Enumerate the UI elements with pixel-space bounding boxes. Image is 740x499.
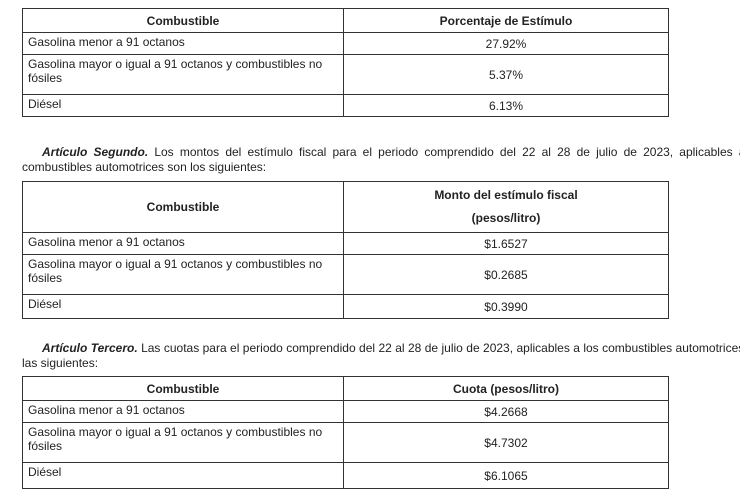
paragraph-text: Las cuotas para el periodo comprendido d… [22,341,740,370]
paragraph-lead: Artículo Tercero. [42,341,138,355]
cell: $4.2668 [343,400,669,423]
row: Gasolina menor a 91 octanos $1.6527 [22,232,669,255]
table: Combustible Porcentaje de Estímulo Gasolin… [22,8,669,117]
header-cell: Combustible [22,376,344,401]
header-cell: Monto del estímulo fiscal (pesos/litro) [343,181,669,233]
cell: 6.13% [343,94,669,117]
row: Gasolina mayor o igual a 91 octanos y co… [22,54,669,95]
table: Combustible Cuota (pesos/litro) Gasolina m… [22,376,669,489]
paragraph-text: Los montos del estímulo fiscal para el p… [22,145,740,174]
paragraph-lead: Artículo Segundo. [42,145,149,159]
row: Gasolina menor a 91 octanos 27.92% [22,32,669,55]
header-row: Combustible Monto del estímulo fiscal (pe… [22,181,669,233]
cell: $0.2685 [343,254,669,295]
cell: 27.92% [343,32,669,55]
table: Combustible Monto del estímulo fiscal (pe… [22,181,669,319]
header-cell: Combustible [22,8,344,33]
cell: Diésel [22,94,344,117]
cell: Diésel [22,294,344,319]
cell: $4.7302 [343,422,669,463]
cell: Gasolina menor a 91 octanos [22,32,344,55]
paragraph: Artículo Segundo. Los montos del estímul… [22,145,740,175]
row: Gasolina menor a 91 octanos $4.2668 [22,400,669,423]
cell: $1.6527 [343,232,669,255]
row: Diésel $0.3990 [22,294,669,319]
row: Diésel 6.13% [22,94,669,117]
cell: $0.3990 [343,294,669,319]
cell: $6.1065 [343,462,669,489]
cell: 5.37% [343,54,669,95]
cell: Gasolina mayor o igual a 91 octanos y co… [22,422,344,463]
header-row: Combustible Cuota (pesos/litro) [22,376,669,401]
row: Gasolina mayor o igual a 91 octanos y co… [22,254,669,295]
cell: Gasolina mayor o igual a 91 octanos y co… [22,254,344,295]
row: Gasolina mayor o igual a 91 octanos y co… [22,422,669,463]
cell: Gasolina menor a 91 octanos [22,232,344,255]
header-cell: Combustible [22,181,344,233]
cell: Gasolina mayor o igual a 91 octanos y co… [22,54,344,95]
row: Diésel $6.1065 [22,462,669,489]
header-row: Combustible Porcentaje de Estímulo [22,8,669,33]
cell: Gasolina menor a 91 octanos [22,400,344,423]
cell: Diésel [22,462,344,489]
paragraph: Artículo Tercero. Las cuotas para el per… [22,341,740,371]
header-cell: Cuota (pesos/litro) [343,376,669,401]
header-cell: Porcentaje de Estímulo [343,8,669,33]
